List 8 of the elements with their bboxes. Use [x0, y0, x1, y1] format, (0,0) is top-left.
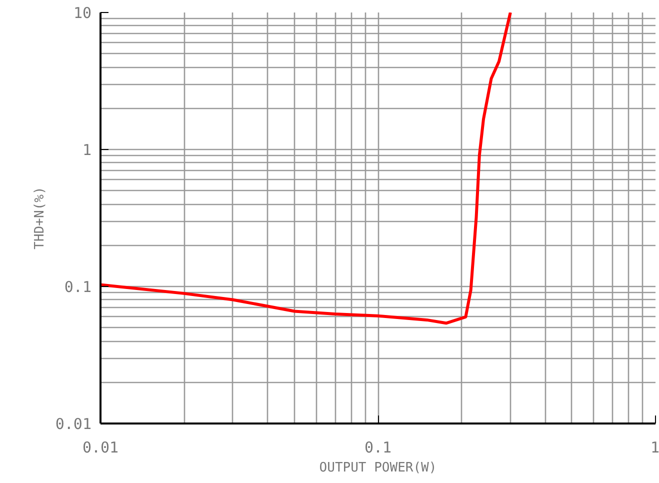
y-tick-label: 0.1 — [64, 278, 92, 296]
x-axis-title: OUTPUT POWER(W) — [319, 460, 437, 476]
y-tick-label: 1 — [82, 141, 92, 159]
y-tick-label: 0.01 — [55, 415, 92, 433]
y-tick-label: 10 — [73, 4, 92, 22]
x-tick-label: 0.1 — [364, 438, 392, 456]
x-tick-label: 1 — [650, 438, 659, 456]
y-axis-title: THD+N(%) — [32, 186, 48, 250]
